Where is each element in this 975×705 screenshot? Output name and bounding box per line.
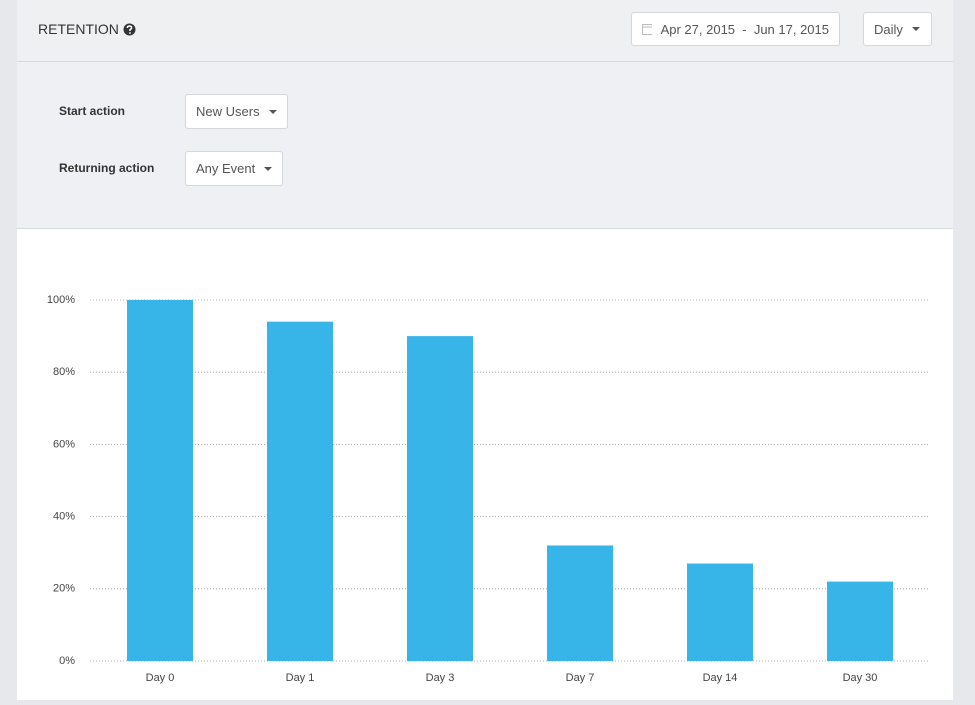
y-tick-label: 20% bbox=[53, 583, 75, 595]
x-tick-label: Day 30 bbox=[843, 672, 878, 684]
chart: 0% 20% 40% 60% 80% 100% Day 0 Day 1 Day 3 Day 7 Da… bbox=[47, 294, 930, 684]
header: RETENTION Apr 27, 2015 - Jun 17, 2015 Da… bbox=[17, 0, 953, 62]
caret bbox=[268, 109, 277, 114]
filter-dropdown[interactable]: Any Event bbox=[185, 151, 284, 186]
title: RETENTION bbox=[38, 21, 119, 37]
bar bbox=[267, 321, 333, 661]
caret bbox=[911, 27, 920, 31]
y-tick-label: 60% bbox=[53, 438, 75, 450]
bar bbox=[127, 300, 193, 661]
granularity-dropdown[interactable]: Daily bbox=[863, 12, 932, 46]
help-icon[interactable] bbox=[123, 23, 136, 36]
filter-dropdown[interactable]: New Users bbox=[185, 94, 288, 129]
filter-value: New Users bbox=[196, 104, 260, 119]
chart-area: 0% 20% 40% 60% 80% 100% Day 0 Day 1 Day 3 Day 7 Da… bbox=[17, 229, 953, 700]
y-tick-label: 0% bbox=[59, 655, 75, 667]
filter-label: Returning action bbox=[59, 161, 155, 175]
bar bbox=[687, 563, 753, 661]
y-tick-label: 80% bbox=[53, 366, 75, 378]
y-tick-label: 100% bbox=[47, 294, 75, 306]
filter-label: Start action bbox=[59, 104, 126, 118]
filter-value: Any Event bbox=[196, 161, 256, 176]
granularity: Daily bbox=[874, 21, 903, 37]
retention-card: RETENTION Apr 27, 2015 - Jun 17, 2015 Da… bbox=[17, 0, 953, 700]
x-tick-label: Day 1 bbox=[286, 672, 315, 684]
date-range: Apr 27, 2015 - Jun 17, 2015 bbox=[660, 21, 829, 37]
x-tick-label: Day 0 bbox=[146, 672, 175, 684]
x-tick-label: Day 14 bbox=[703, 672, 738, 684]
filters: Start action New Users Returning action … bbox=[17, 62, 953, 229]
bar bbox=[407, 336, 473, 661]
caret bbox=[264, 166, 273, 171]
x-tick-label: Day 3 bbox=[426, 672, 455, 684]
date-picker[interactable]: Apr 27, 2015 - Jun 17, 2015 bbox=[631, 12, 840, 46]
bar bbox=[827, 581, 893, 661]
x-tick-label: Day 7 bbox=[566, 672, 595, 684]
y-tick-label: 40% bbox=[53, 511, 75, 523]
title-wrap: RETENTION bbox=[38, 21, 136, 37]
bar bbox=[547, 545, 613, 661]
calendar-icon bbox=[642, 24, 652, 35]
